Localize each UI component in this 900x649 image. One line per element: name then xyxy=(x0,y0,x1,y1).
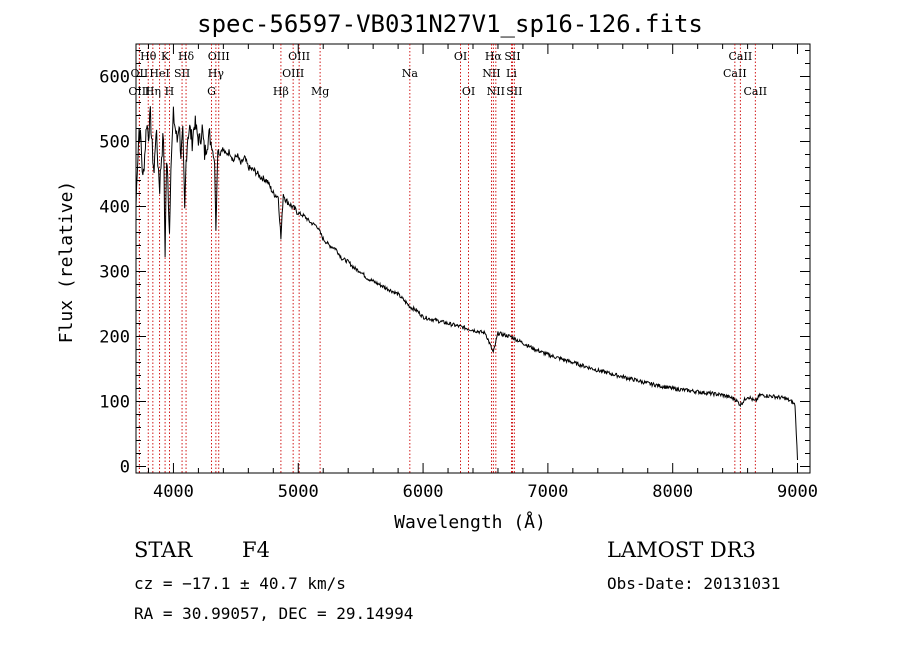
y-tick-label: 0 xyxy=(120,458,130,478)
line-label: Li xyxy=(506,67,517,80)
x-tick-label: 8000 xyxy=(652,482,693,502)
line-label: CaII xyxy=(729,50,753,63)
line-label: NII xyxy=(487,85,505,98)
line-label: Hγ xyxy=(208,67,225,80)
x-axis-label: Wavelength (Å) xyxy=(394,511,546,533)
line-label: Hα xyxy=(485,50,503,63)
line-label: OIII xyxy=(288,50,310,63)
line-label: SII xyxy=(506,85,522,98)
survey-name: LAMOST DR3 xyxy=(607,538,756,562)
line-label: Hβ xyxy=(273,85,289,98)
line-label: H xyxy=(165,85,175,98)
line-label: HeI xyxy=(149,67,169,80)
redshift-cz: cz = −17.1 ± 40.7 km/s xyxy=(134,574,346,593)
line-label: OIII xyxy=(128,85,150,98)
coordinates: RA = 30.99057, DEC = 29.14994 xyxy=(134,604,414,623)
y-tick-label: 200 xyxy=(99,328,130,348)
x-tick-label: 6000 xyxy=(403,482,444,502)
y-axis-label: Flux (relative) xyxy=(56,181,77,344)
y-tick-label: 500 xyxy=(99,133,130,153)
line-label: K xyxy=(161,50,170,63)
x-tick-label: 9000 xyxy=(777,482,818,502)
line-label: Hδ xyxy=(178,50,195,63)
x-tick-label: 5000 xyxy=(278,482,319,502)
line-label: OI xyxy=(454,50,467,63)
line-label: CaII xyxy=(723,67,747,80)
object-subclass: F4 xyxy=(242,538,270,562)
object-class: STAR xyxy=(134,538,193,562)
x-tick-label: 4000 xyxy=(153,482,194,502)
line-label: Na xyxy=(402,67,419,80)
line-label: SII xyxy=(504,50,520,63)
y-tick-label: 100 xyxy=(99,393,130,413)
line-label: CaII xyxy=(743,85,767,98)
obs-date: Obs-Date: 20131031 xyxy=(607,574,781,593)
line-label: Hθ xyxy=(140,50,157,63)
y-tick-label: 300 xyxy=(99,263,130,283)
line-label: OIII xyxy=(208,50,230,63)
line-label: OII xyxy=(131,67,149,80)
line-label: OIII xyxy=(282,67,304,80)
x-tick-label: 7000 xyxy=(527,482,568,502)
line-label: SII xyxy=(174,67,190,80)
line-label: Hη xyxy=(145,85,161,98)
plot-frame xyxy=(135,43,811,474)
line-label: Mg xyxy=(311,85,329,98)
y-tick-label: 600 xyxy=(99,68,130,88)
chart-title: spec-56597-VB031N27V1_sp16-126.fits xyxy=(197,10,703,38)
line-label: NII xyxy=(482,67,500,80)
line-label: G xyxy=(207,85,216,98)
y-tick-label: 400 xyxy=(99,198,130,218)
spectrum-line xyxy=(135,106,798,461)
line-label: OI xyxy=(462,85,475,98)
